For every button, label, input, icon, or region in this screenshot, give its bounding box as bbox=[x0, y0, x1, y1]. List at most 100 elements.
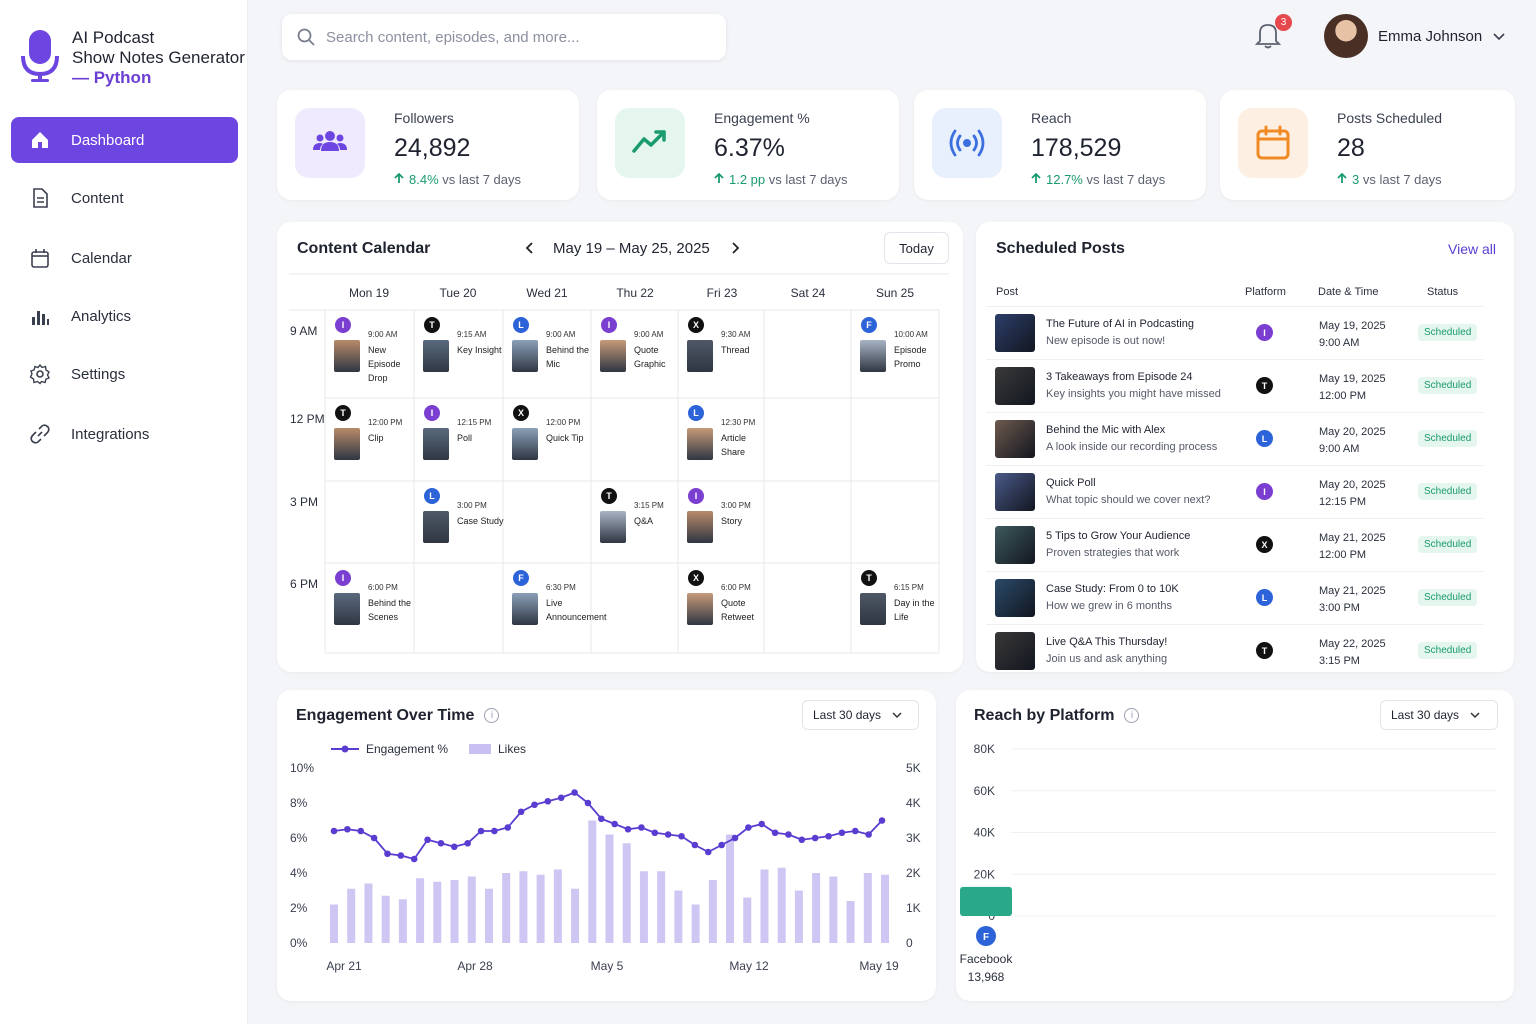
engagement-point bbox=[771, 829, 779, 837]
engagement-point bbox=[718, 841, 725, 849]
stat-card-reach[interactable]: Reach 178,529 12.7% vs last 7 days bbox=[914, 90, 1206, 200]
table-row[interactable]: 5 Tips to Grow Your Audience Proven strat… bbox=[986, 518, 1484, 571]
platform-icon: X bbox=[1256, 536, 1273, 553]
stat-change-up: 8.4% bbox=[394, 172, 439, 187]
event-time: 6:00 PM bbox=[721, 583, 751, 592]
prev-week-icon[interactable] bbox=[524, 241, 536, 255]
calendar-event[interactable]: F 10:00 AM Episode Promo bbox=[851, 310, 939, 392]
platform-badge-icon: I bbox=[335, 317, 351, 333]
reach-range-dropdown[interactable]: Last 30 days bbox=[1380, 700, 1498, 730]
stat-change-suffix: vs last 7 days bbox=[1362, 172, 1442, 187]
search-bar[interactable] bbox=[282, 14, 726, 60]
post-datetime: May 22, 2025 3:15 PM bbox=[1319, 636, 1386, 670]
info-icon[interactable]: i bbox=[1124, 708, 1140, 724]
engagement-range-dropdown[interactable]: Last 30 days bbox=[802, 700, 919, 730]
info-icon[interactable]: i bbox=[484, 708, 500, 724]
post-date: May 19, 2025 bbox=[1319, 373, 1386, 385]
status-badge: Scheduled bbox=[1418, 589, 1478, 606]
table-header: Post bbox=[996, 286, 1019, 298]
legend-bar-swatch bbox=[469, 744, 491, 754]
status-badge: Scheduled bbox=[1418, 536, 1478, 553]
bar-chart-icon bbox=[32, 311, 49, 325]
post-date: May 20, 2025 bbox=[1319, 426, 1386, 438]
calendar-event[interactable]: X 9:30 AM Thread bbox=[678, 310, 764, 392]
brand-line-1: AI Podcast bbox=[72, 28, 155, 47]
today-button[interactable]: Today bbox=[884, 232, 949, 264]
event-name: Quote Retweet bbox=[721, 598, 755, 622]
likes-bar bbox=[605, 834, 614, 943]
calendar-time-label: 6 PM bbox=[290, 577, 319, 591]
y-left-tick: 2% bbox=[290, 901, 308, 915]
calendar-event[interactable]: I 9:00 AM New Episode Drop bbox=[325, 310, 414, 392]
user-menu[interactable]: Emma Johnson bbox=[1324, 14, 1506, 58]
post-datetime: May 20, 2025 9:00 AM bbox=[1319, 424, 1386, 458]
calendar-event[interactable]: I 3:00 PM Story bbox=[678, 481, 764, 563]
calendar-event[interactable]: X 12:00 PM Quick Tip bbox=[503, 398, 591, 480]
sidebar-item-content[interactable]: Content bbox=[11, 175, 238, 221]
sidebar-item-settings[interactable]: Settings bbox=[11, 351, 238, 397]
table-row[interactable]: The Future of AI in Podcasting New episod… bbox=[986, 306, 1484, 359]
event-time: 3:00 PM bbox=[721, 501, 751, 510]
event-name: Quick Tip bbox=[546, 433, 584, 443]
engagement-range-label: Last 30 days bbox=[813, 708, 882, 722]
post-subtitle: Join us and ask anything bbox=[1046, 653, 1168, 665]
likes-bar bbox=[657, 871, 666, 943]
post-date: May 21, 2025 bbox=[1319, 532, 1386, 544]
calendar-event[interactable]: I 9:00 AM Quote Graphic bbox=[591, 310, 678, 392]
calendar-event[interactable]: L 3:00 PM Case Study bbox=[414, 481, 504, 563]
likes-bar bbox=[571, 888, 580, 943]
legend-line-marker bbox=[341, 745, 349, 753]
next-week-icon[interactable] bbox=[729, 241, 741, 255]
brand-logo[interactable]: AI Podcast Show Notes Generator — Python bbox=[20, 28, 245, 88]
main-area: 3 Emma Johnson Followers 24,892 8.4% vs la… bbox=[249, 0, 1536, 1024]
calendar-event[interactable]: I 6:00 PM Behind the Scenes bbox=[325, 563, 414, 645]
notifications-button[interactable]: 3 bbox=[1254, 14, 1292, 52]
calendar-event[interactable]: T 3:15 PM Q&A bbox=[591, 481, 678, 563]
stat-change-suffix: vs last 7 days bbox=[1086, 172, 1166, 187]
stat-card-followers[interactable]: Followers 24,892 8.4% vs last 7 days bbox=[277, 90, 579, 200]
post-title: 3 Takeaways from Episode 24 bbox=[1046, 371, 1193, 383]
table-row[interactable]: Case Study: From 0 to 10K How we grew in … bbox=[986, 571, 1484, 624]
trend-up-icon bbox=[632, 130, 666, 153]
y-left-tick: 0% bbox=[290, 936, 308, 950]
post-time: 3:00 PM bbox=[1319, 602, 1360, 614]
sidebar-item-integrations[interactable]: Integrations bbox=[11, 411, 238, 457]
users-icon bbox=[313, 131, 347, 151]
engagement-point bbox=[678, 832, 685, 840]
calendar-event[interactable]: L 12:30 PM Article Share bbox=[678, 398, 764, 480]
event-name: Article Share bbox=[721, 433, 747, 457]
table-row[interactable]: Quick Poll What topic should we cover nex… bbox=[986, 465, 1484, 518]
search-input[interactable] bbox=[326, 28, 706, 46]
calendar-event[interactable]: I 12:15 PM Poll bbox=[414, 398, 503, 480]
platform-icon: L bbox=[1256, 430, 1273, 447]
calendar-event[interactable]: T 12:00 PM Clip bbox=[325, 398, 414, 480]
sidebar-item-analytics[interactable]: Analytics bbox=[11, 293, 238, 339]
sidebar-item-dashboard[interactable]: Dashboard bbox=[11, 117, 238, 163]
sidebar-item-calendar[interactable]: Calendar bbox=[11, 235, 238, 281]
event-name: Clip bbox=[368, 433, 384, 443]
calendar-event[interactable]: L 9:00 AM Behind the Mic bbox=[503, 310, 591, 392]
engagement-point bbox=[731, 834, 739, 842]
calendar-event[interactable]: X 6:00 PM Quote Retweet bbox=[678, 563, 764, 645]
view-all-link[interactable]: View all bbox=[1448, 241, 1496, 257]
table-row[interactable]: Live Q&A This Thursday! Join us and ask a… bbox=[986, 624, 1484, 677]
engagement-point bbox=[584, 799, 592, 807]
event-name: Q&A bbox=[634, 516, 654, 526]
calendar-event[interactable]: T 9:15 AM Key Insight bbox=[414, 310, 503, 392]
likes-bar bbox=[829, 876, 838, 943]
sidebar-nav: Dashboard Content Calendar Analytics Setting… bbox=[11, 117, 238, 469]
arrow-up-icon bbox=[1337, 172, 1347, 183]
stat-card-posts-scheduled[interactable]: Posts Scheduled 28 3 vs last 7 days bbox=[1220, 90, 1515, 200]
table-header: Date & Time bbox=[1318, 286, 1379, 298]
table-row[interactable]: 3 Takeaways from Episode 24 Key insights … bbox=[986, 359, 1484, 412]
table-row[interactable]: Behind the Mic with Alex A look inside ou… bbox=[986, 412, 1484, 465]
stat-value: 6.37% bbox=[714, 134, 785, 162]
event-time: 9:00 AM bbox=[546, 330, 576, 339]
stat-card-engagement-[interactable]: Engagement % 6.37% 1.2 pp vs last 7 days bbox=[597, 90, 899, 200]
post-datetime: May 21, 2025 12:00 PM bbox=[1319, 530, 1386, 564]
calendar-event[interactable]: T 6:15 PM Day in the Life bbox=[851, 563, 939, 645]
engagement-point bbox=[624, 825, 632, 833]
likes-bar bbox=[726, 834, 735, 943]
likes-bar bbox=[622, 843, 631, 943]
calendar-event[interactable]: F 6:30 PM Live Announcement bbox=[503, 563, 607, 645]
